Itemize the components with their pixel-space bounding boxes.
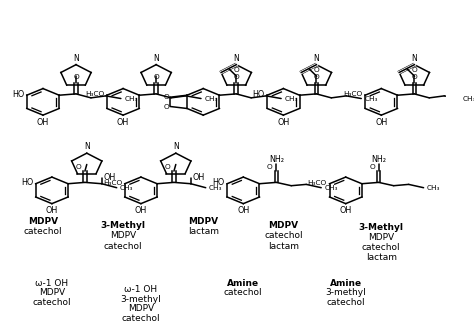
- Text: HO: HO: [253, 90, 265, 99]
- Text: MDPV: MDPV: [268, 221, 299, 230]
- Text: HO: HO: [12, 90, 25, 99]
- Text: N: N: [84, 142, 90, 151]
- Text: Amine: Amine: [329, 279, 362, 288]
- Text: ω-1 OH: ω-1 OH: [124, 285, 157, 294]
- Text: OH: OH: [339, 206, 352, 215]
- Text: 3-Methyl: 3-Methyl: [100, 221, 146, 230]
- Text: lactam: lactam: [188, 227, 219, 236]
- Text: O: O: [163, 94, 169, 100]
- Text: MDPV: MDPV: [28, 217, 58, 226]
- Text: O: O: [369, 164, 375, 170]
- Text: N: N: [313, 54, 319, 63]
- Text: OH: OH: [135, 206, 147, 215]
- Text: O: O: [164, 164, 170, 170]
- Text: CH₃: CH₃: [324, 185, 338, 191]
- Text: catechol: catechol: [122, 314, 160, 323]
- Text: O: O: [412, 67, 418, 74]
- Text: CH₃: CH₃: [125, 96, 138, 101]
- Text: O: O: [314, 67, 319, 74]
- Text: HO: HO: [21, 178, 34, 187]
- Text: MDPV: MDPV: [368, 233, 394, 242]
- Text: 3-methyl: 3-methyl: [325, 288, 366, 297]
- Text: O: O: [411, 74, 417, 80]
- Text: catechol: catechol: [104, 242, 142, 250]
- Text: O: O: [233, 74, 239, 80]
- Text: HO: HO: [213, 178, 225, 187]
- Text: 3-methyl: 3-methyl: [120, 295, 161, 304]
- Text: OH: OH: [104, 173, 116, 181]
- Text: O: O: [75, 164, 82, 170]
- Text: O: O: [73, 74, 79, 80]
- Text: CH₃: CH₃: [285, 96, 298, 101]
- Text: CH₃: CH₃: [427, 185, 440, 191]
- Text: 3-Methyl: 3-Methyl: [359, 223, 404, 232]
- Text: NH₂: NH₂: [269, 155, 284, 164]
- Text: catechol: catechol: [362, 243, 401, 252]
- Text: O: O: [313, 74, 319, 80]
- Text: OH: OH: [237, 206, 249, 215]
- Text: CH₃: CH₃: [365, 96, 378, 101]
- Text: N: N: [153, 54, 159, 63]
- Text: H₃CO: H₃CO: [85, 91, 104, 97]
- Text: OH: OH: [375, 118, 387, 127]
- Text: NH₂: NH₂: [371, 155, 386, 164]
- Text: catechol: catechol: [33, 298, 71, 307]
- Text: catechol: catechol: [24, 227, 62, 236]
- Text: H₃CO: H₃CO: [103, 180, 122, 186]
- Text: N: N: [411, 54, 417, 63]
- Text: MDPV: MDPV: [110, 231, 136, 240]
- Text: CH₃: CH₃: [205, 96, 218, 101]
- Text: catechol: catechol: [224, 288, 263, 297]
- Text: MDPV: MDPV: [188, 217, 219, 226]
- Text: catechol: catechol: [327, 298, 365, 307]
- Text: OH: OH: [46, 206, 58, 215]
- Text: H₃CO: H₃CO: [308, 180, 327, 186]
- Text: O: O: [267, 164, 273, 170]
- Text: OH: OH: [117, 118, 129, 127]
- Text: H₃CO: H₃CO: [343, 91, 363, 97]
- Text: catechol: catechol: [264, 231, 303, 240]
- Text: MDPV: MDPV: [39, 288, 65, 297]
- Text: OH: OH: [193, 173, 205, 181]
- Text: CH₃: CH₃: [209, 185, 222, 191]
- Text: O: O: [234, 67, 239, 74]
- Text: CH₃: CH₃: [120, 185, 133, 191]
- Text: lactam: lactam: [268, 242, 299, 250]
- Text: O: O: [163, 104, 169, 110]
- Text: ω-1 OH: ω-1 OH: [36, 279, 68, 288]
- Text: MDPV: MDPV: [128, 304, 154, 313]
- Text: OH: OH: [277, 118, 290, 127]
- Text: CH₃: CH₃: [463, 96, 474, 101]
- Text: N: N: [73, 54, 79, 63]
- Text: OH: OH: [37, 118, 49, 127]
- Text: Amine: Amine: [227, 279, 259, 288]
- Text: lactam: lactam: [366, 253, 397, 262]
- Text: N: N: [173, 142, 179, 151]
- Text: N: N: [233, 54, 239, 63]
- Text: O: O: [153, 74, 159, 80]
